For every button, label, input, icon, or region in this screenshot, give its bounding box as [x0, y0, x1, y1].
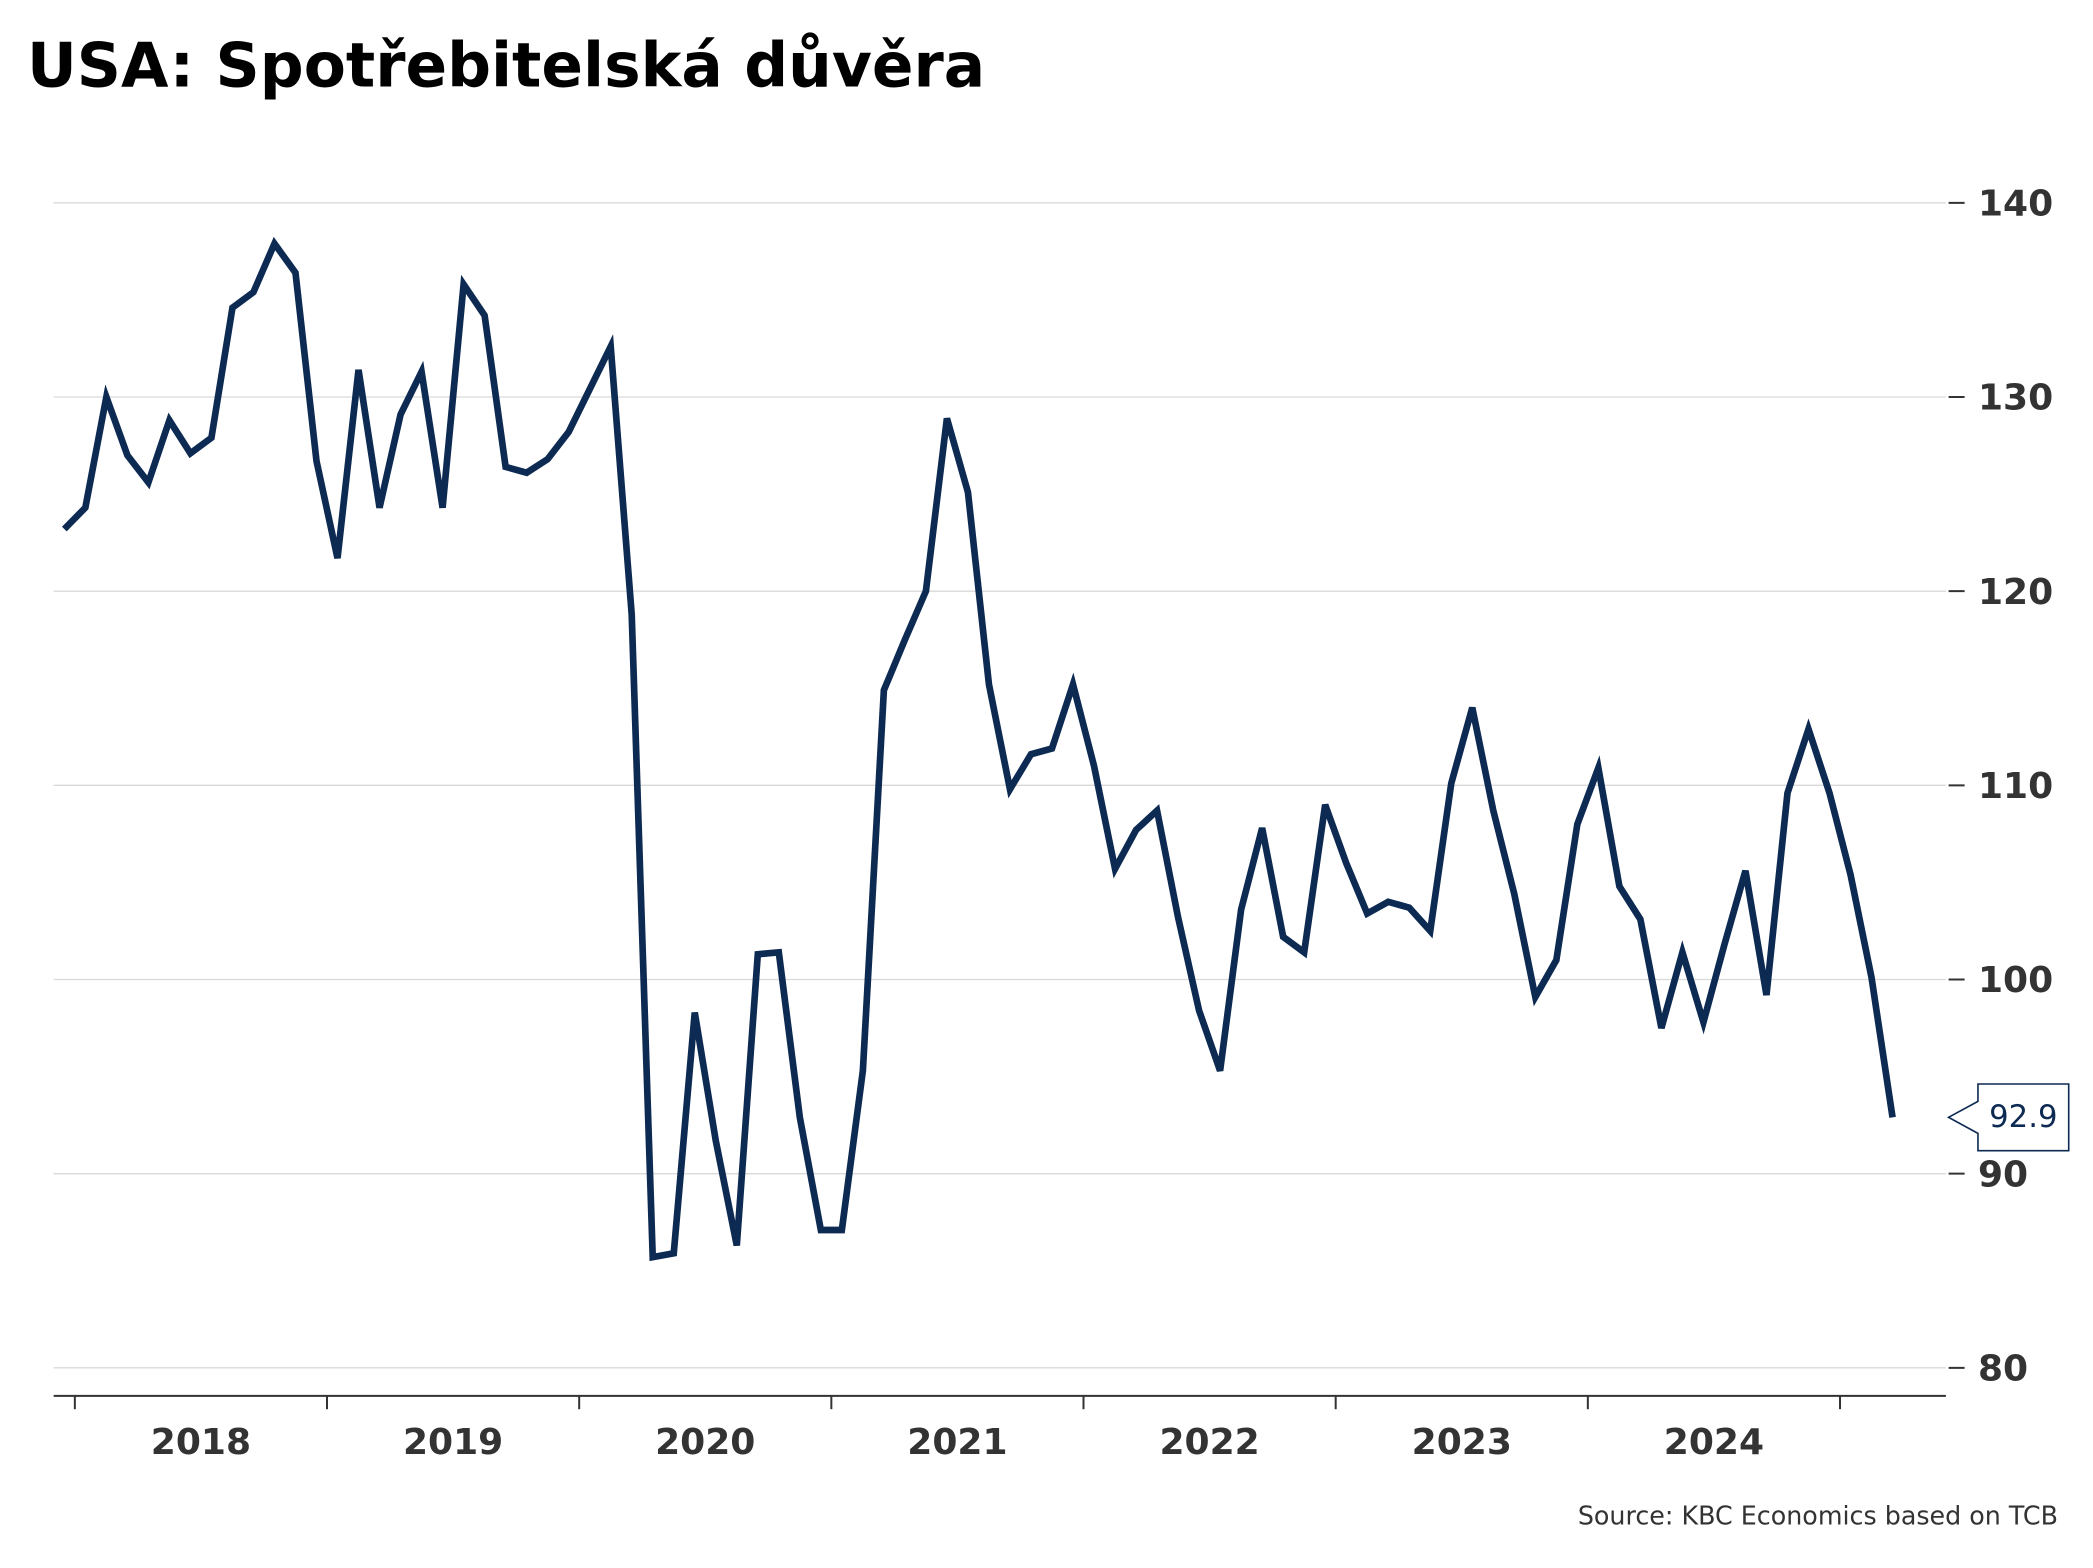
x-tick-label: 2019 [403, 1422, 503, 1463]
value-callout [1946, 1083, 2070, 1152]
y-tick-label: 80 [1978, 1348, 2028, 1389]
source-note: Source: KBC Economics based on TCB [1578, 1500, 2058, 1530]
y-tick-label: 130 [1978, 378, 2053, 419]
x-tick-label: 2023 [1412, 1422, 1512, 1463]
x-tick-label: 2020 [655, 1422, 755, 1463]
y-tick-label: 90 [1978, 1154, 2028, 1195]
x-tick-label: 2021 [907, 1422, 1007, 1463]
y-tick-label: 110 [1978, 766, 2053, 807]
y-tick-label: 100 [1978, 960, 2053, 1001]
chart-title: USA: Spotřebitelská důvěra [27, 30, 985, 101]
x-tick-label: 2024 [1664, 1422, 1764, 1463]
x-tick-label: 2018 [151, 1422, 251, 1463]
data-line [61, 236, 1896, 1262]
y-tick-label: 140 [1978, 184, 2053, 225]
y-tick-label: 120 [1978, 572, 2053, 613]
x-tick-label: 2022 [1159, 1422, 1259, 1463]
value-label: 92.9 [1989, 1100, 2057, 1135]
